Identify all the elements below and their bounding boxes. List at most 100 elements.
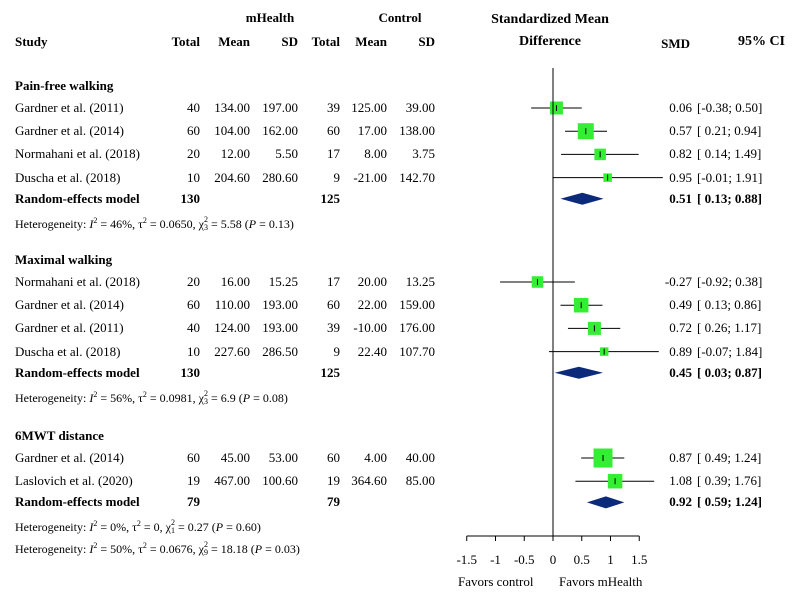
cell-total-mh: 40	[187, 320, 200, 336]
x-tick-label: 0.5	[573, 552, 590, 567]
subgroup-title: 6MWT distance	[15, 428, 104, 443]
study-name: Normahani et al. (2018)	[15, 146, 140, 162]
cell-mean-mh: 124.00	[214, 320, 250, 336]
cell-total-ct: 39	[327, 100, 340, 115]
cell-sd-mh: 162.00	[262, 123, 298, 139]
cell-total-ct: 9	[333, 343, 341, 359]
model-smd-value: 0.92	[669, 494, 692, 510]
ci-value: [-0.92; 0.38]	[697, 274, 763, 289]
cell-total-ct: 39	[327, 320, 340, 336]
x-tick-label: 1.5	[631, 552, 648, 567]
study-name: Laslovich et al. (2020)	[15, 473, 133, 489]
cell-mean-mh: 104.00	[214, 123, 250, 139]
smd-value: 0.87	[669, 450, 692, 465]
model-smd-value: 0.51	[669, 190, 692, 206]
cell-total-mh: 60	[187, 297, 200, 313]
smd-value: 1.08	[669, 473, 692, 489]
cell-sd-mh: 280.60	[262, 169, 298, 185]
cell-total-ct: 17	[327, 274, 340, 289]
x-tick-label: -1	[490, 552, 501, 567]
cell-total-ct: 60	[327, 450, 340, 465]
favors-control-label: Favors control	[458, 574, 534, 589]
smd-value: 0.95	[669, 169, 692, 185]
ci-value: [ 0.13; 0.86]	[697, 297, 762, 313]
random-effects-label: Random-effects model	[15, 364, 140, 380]
study-name: Gardner et al. (2014)	[15, 297, 125, 313]
ci-column-header: 95% CI	[737, 34, 785, 49]
study-name: Gardner et al. (2011)	[15, 320, 124, 336]
study-name: Gardner et al. (2011)	[15, 100, 124, 115]
cell-total-ct: 60	[327, 123, 340, 139]
model-smd-value: 0.45	[669, 364, 692, 380]
cell-sd-ct: 176.00	[399, 320, 435, 336]
random-effects-label: Random-effects model	[15, 494, 140, 510]
cell-mean-mh: 45.00	[220, 450, 250, 465]
model-total-mh: 79	[187, 494, 200, 510]
cell-mean-mh: 227.60	[214, 343, 250, 359]
x-tick-label: -0.5	[513, 552, 535, 567]
sd-mh-header: SD	[281, 34, 298, 49]
ci-value: [ 0.21; 0.94]	[697, 123, 762, 139]
smd-value: 0.57	[669, 123, 692, 139]
study-name: Normahani et al. (2018)	[15, 274, 140, 289]
smd-column-header: SMD	[661, 36, 690, 51]
sd-ct-header: SD	[418, 34, 435, 49]
study-name: Gardner et al. (2014)	[15, 450, 125, 465]
cell-mean-ct: 22.40	[357, 343, 387, 359]
ci-value: [ 0.49; 1.24]	[697, 450, 762, 465]
ci-value: [-0.38; 0.50]	[697, 100, 763, 115]
pooled-diamond	[586, 496, 625, 509]
model-ci-value: [ 0.13; 0.88]	[697, 190, 762, 206]
cell-sd-mh: 193.00	[262, 297, 298, 313]
cell-total-mh: 19	[187, 473, 200, 489]
x-tick-label: 1	[607, 552, 614, 567]
mean-mh-header: Mean	[218, 34, 250, 49]
cell-mean-mh: 134.00	[214, 100, 250, 115]
model-total-ct: 125	[320, 190, 341, 206]
cell-sd-mh: 15.25	[268, 274, 298, 289]
cell-sd-mh: 197.00	[262, 100, 298, 115]
cell-total-mh: 20	[187, 146, 200, 162]
ci-value: [-0.01; 1.91]	[697, 169, 763, 185]
smd-header-subtitle: Difference	[519, 34, 581, 49]
cell-sd-mh: 100.60	[262, 473, 298, 489]
study-header: Study	[15, 34, 48, 49]
cell-mean-mh: 12.00	[220, 146, 250, 162]
study-name: Gardner et al. (2014)	[15, 123, 125, 139]
x-tick-label: -1.5	[456, 552, 478, 567]
model-total-ct: 79	[327, 494, 340, 510]
cell-mean-ct: 125.00	[351, 100, 387, 115]
pooled-diamond	[560, 192, 604, 205]
cell-total-mh: 20	[187, 274, 200, 289]
cell-sd-ct: 138.00	[399, 123, 435, 139]
subgroup-title: Maximal walking	[15, 252, 113, 267]
cell-total-ct: 9	[333, 169, 341, 185]
cell-sd-ct: 39.00	[405, 100, 435, 115]
smd-value: 0.82	[669, 146, 692, 162]
total-mh-header: Total	[171, 34, 200, 49]
cell-mean-ct: 20.00	[357, 274, 387, 289]
x-tick-label: 0	[549, 552, 557, 567]
mean-ct-header: Mean	[355, 34, 387, 49]
cell-sd-mh: 193.00	[262, 320, 298, 336]
model-total-ct: 125	[320, 364, 341, 380]
random-effects-label: Random-effects model	[15, 190, 140, 206]
cell-sd-mh: 286.50	[262, 343, 298, 359]
cell-mean-ct: -21.00	[353, 169, 387, 185]
cell-mean-ct: 364.60	[351, 473, 387, 489]
cell-mean-ct: -10.00	[353, 320, 387, 336]
cell-sd-ct: 85.00	[405, 473, 435, 489]
ci-value: [ 0.14; 1.49]	[697, 146, 762, 162]
group-header-mhealth: mHealth	[245, 10, 295, 25]
cell-sd-ct: 13.25	[405, 274, 435, 289]
cell-mean-ct: 22.00	[357, 297, 387, 313]
smd-value: 0.49	[669, 297, 692, 313]
total-ct-header: Total	[311, 34, 340, 49]
cell-mean-mh: 16.00	[220, 274, 250, 289]
cell-total-ct: 60	[327, 297, 340, 313]
